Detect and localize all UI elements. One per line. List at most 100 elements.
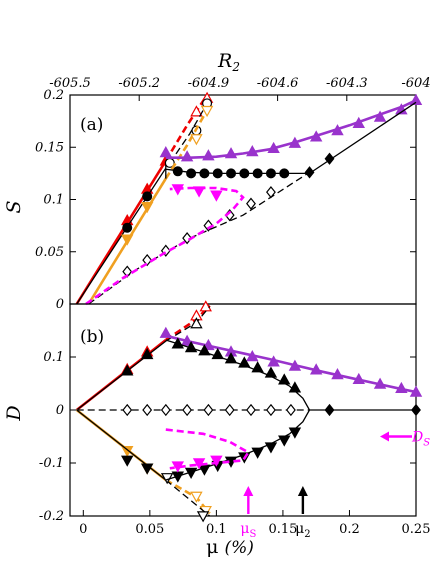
- marker-triangle-down-filled: [121, 455, 134, 467]
- marker-triangle-up-filled: [140, 347, 154, 360]
- marker-triangle-up-filled: [180, 334, 194, 346]
- arrowhead-μ2: [297, 486, 308, 496]
- marker-triangle-up-filled: [352, 372, 365, 385]
- marker-diamond-open: [142, 253, 153, 267]
- marker-triangle-up-filled: [409, 93, 423, 105]
- marker-circle-filled: [279, 168, 290, 179]
- marker-triangle-down-filled: [140, 463, 154, 475]
- marker-diamond-open: [142, 403, 153, 417]
- marker-diamond-open: [182, 403, 193, 417]
- marker-triangle-up-filled: [288, 136, 302, 148]
- marker-triangle-down-open: [190, 491, 203, 503]
- y-tick-label: -0.1: [39, 456, 64, 471]
- marker-circle-filled: [172, 166, 183, 177]
- x-tick-label: 0.2: [339, 522, 360, 537]
- x-tick-label: 0.05: [135, 522, 164, 537]
- top-axis-label: R2: [217, 50, 240, 74]
- marker-diamond-open: [246, 403, 256, 417]
- marker-triangle-up-filled: [246, 144, 259, 157]
- y-tick-label: -0.2: [39, 509, 64, 524]
- marker-triangle-down-filled: [140, 202, 154, 214]
- series-line: [75, 160, 167, 305]
- marker-triangle-down-open: [196, 511, 210, 523]
- marker-triangle-down-filled: [121, 234, 134, 246]
- marker-circle-filled: [265, 168, 276, 179]
- marker-triangle-down-filled: [264, 442, 278, 454]
- marker-triangle-down-filled: [251, 447, 264, 459]
- marker-diamond-filled: [304, 166, 315, 179]
- top-tick-label: -604: [401, 76, 430, 91]
- series-line: [164, 104, 211, 180]
- marker-triangle-up-filled: [184, 341, 198, 353]
- marker-triangle-down-filled: [210, 455, 223, 467]
- marker-triangle-up-filled: [264, 366, 278, 378]
- marker-triangle-up-filled: [251, 361, 264, 373]
- y-tick-label: 0.1: [43, 350, 64, 365]
- series-line: [165, 428, 251, 470]
- series-line: [76, 340, 167, 411]
- marker-triangle-down-filled: [171, 461, 185, 473]
- marker-triangle-down-filled: [171, 184, 185, 196]
- marker-circle-filled: [226, 168, 237, 179]
- marker-triangle-up-filled: [224, 352, 238, 364]
- y-label-a: S: [3, 200, 25, 213]
- marker-triangle-up-filled: [373, 377, 387, 389]
- series-line: [169, 103, 208, 164]
- y-tick-label: 0: [56, 403, 64, 418]
- top-tick-label: -605.5: [49, 76, 91, 91]
- marker-triangle-up-filled: [288, 359, 302, 371]
- top-tick-label: -604.6: [257, 76, 299, 91]
- annotation-μ2: μ2: [295, 521, 310, 540]
- top-tick-label: -604.3: [326, 76, 368, 91]
- panel-a: 0 0.05 0.1 0.15 0.2-605.5 -605.2 -604.9 -604.6 -…: [35, 76, 431, 312]
- marker-diamond-filled: [324, 152, 335, 165]
- marker-circle-filled: [122, 222, 133, 233]
- marker-circle-filled: [212, 168, 223, 179]
- marker-triangle-down-filled: [198, 464, 211, 476]
- marker-triangle-up-filled: [352, 116, 365, 128]
- marker-triangle-up-filled: [331, 368, 344, 380]
- marker-diamond-open: [203, 219, 214, 232]
- marker-diamond-filled: [411, 403, 421, 417]
- marker-triangle-up-filled: [309, 363, 323, 375]
- x-tick-label: 0.1: [206, 522, 227, 537]
- panel-label-a: (a): [80, 115, 103, 135]
- marker-triangle-up-filled: [238, 356, 251, 368]
- marker-triangle-down-open: [200, 105, 214, 118]
- marker-diamond-open: [285, 403, 296, 417]
- y-tick-label: 0: [56, 297, 64, 312]
- marker-triangle-up-filled: [278, 373, 291, 385]
- series-line: [76, 409, 167, 481]
- marker-triangle-up-filled: [395, 381, 408, 394]
- marker-triangle-down-filled: [192, 186, 206, 198]
- marker-triangle-up-filled: [373, 110, 387, 122]
- y-label-b: D: [3, 405, 25, 421]
- marker-triangle-up-filled: [159, 326, 173, 338]
- arrowhead-DS: [380, 431, 389, 442]
- series-line: [88, 171, 310, 305]
- y-tick-label: 0.05: [35, 245, 64, 260]
- marker-circle-filled: [142, 191, 153, 202]
- marker-circle-filled: [186, 168, 197, 179]
- marker-triangle-up-filled: [331, 124, 344, 136]
- marker-triangle-up-filled: [267, 355, 280, 367]
- marker-diamond-open: [203, 403, 214, 417]
- marker-triangle-down-filled: [192, 458, 206, 470]
- marker-diamond-open: [122, 403, 133, 417]
- marker-triangle-up-filled: [171, 337, 185, 349]
- panel-label-b: (b): [80, 327, 104, 347]
- marker-circle-filled: [239, 168, 250, 179]
- series-line: [85, 186, 245, 306]
- marker-diamond-filled: [324, 403, 335, 417]
- top-tick-label: -604.9: [188, 76, 230, 91]
- x-tick-label: 0.25: [402, 522, 431, 537]
- marker-triangle-up-filled: [159, 146, 173, 158]
- x-label: μ (%): [206, 536, 254, 558]
- marker-triangle-up-filled: [309, 130, 323, 142]
- marker-triangle-up-filled: [180, 150, 194, 162]
- marker-diamond-open: [160, 403, 171, 417]
- series-line: [164, 96, 207, 162]
- y-tick-label: 0.2: [43, 88, 64, 103]
- plot-frame-a: [69, 94, 417, 305]
